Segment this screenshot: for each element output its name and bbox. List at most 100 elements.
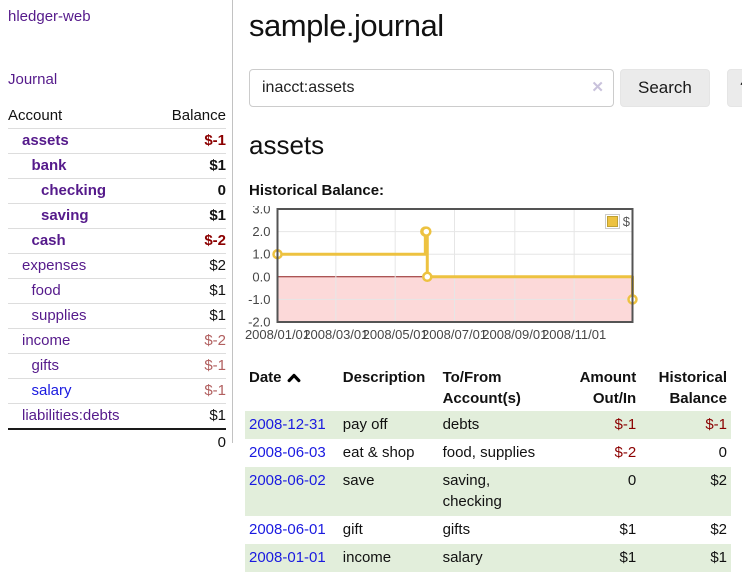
transaction-date-link[interactable]: 2008-12-31 [249,416,326,433]
journal-link[interactable]: Journal [8,71,58,88]
accounts-total-spacer [8,428,155,455]
sort-ascending-icon [287,373,300,383]
transaction-accounts: gifts [442,521,471,538]
account-link-supplies[interactable]: supplies [31,307,87,324]
transaction-accounts: saving, checking [442,472,502,510]
account-balance: $-1 [204,132,226,149]
account-balance: $1 [154,403,226,429]
legend-swatch [606,216,618,227]
account-name-cell: gifts [8,353,155,379]
account-balance: $1 [154,278,226,304]
search-wrap: ✕ [249,69,614,107]
account-link-income[interactable]: income [22,332,71,349]
x-axis-tick-label: 2008/07/01 [422,327,487,342]
account-name-cell: saving [8,203,155,229]
account-name-cell: expenses [8,253,155,279]
column-header-date-label: Date [249,369,282,386]
transaction-date-link[interactable]: 2008-06-01 [249,521,326,538]
transaction-date-link[interactable]: 2008-01-01 [249,549,326,566]
chart-label: Historical Balance: [249,182,385,199]
account-link-checking[interactable]: checking [41,182,107,199]
account-balance: $-2 [154,328,226,354]
transaction-date-cell: 2008-12-31 [245,411,339,439]
column-header-amount: Amount Out/In [579,369,637,407]
transaction-balance: $-1 [705,416,727,433]
transaction-date-cell: 2008-01-01 [245,544,339,572]
account-row: food $1 [8,278,226,304]
y-axis-tick-label: -1.0 [248,292,270,307]
transaction-amount: $1 [619,549,637,566]
account-row: bank $1 [8,153,226,179]
y-axis-tick-label: 0.0 [252,269,270,284]
account-link-liabilities-debts[interactable]: liabilities:debts [22,407,120,424]
account-link-food[interactable]: food [31,282,61,299]
sidebar: hledger-web Journal Account Balance asse… [0,0,233,582]
transaction-amount: $-2 [614,444,637,461]
account-name-cell: income [8,328,155,354]
transaction-amount: $-1 [614,416,637,433]
account-link-saving[interactable]: saving [41,207,89,224]
help-button[interactable]: ? [726,69,742,107]
legend-label: $ [622,214,630,229]
column-header-date[interactable]: Date [245,365,339,411]
search-input[interactable] [249,69,614,107]
y-axis-tick-label: -2.0 [248,315,270,330]
account-link-assets[interactable]: assets [22,132,69,149]
clear-search-icon[interactable]: ✕ [591,79,604,96]
register-header-row: Date Description To/From Account(s) Amou… [245,365,731,411]
y-axis-tick-label: 1.0 [252,247,270,262]
register-row: 2008-06-03 eat & shop food, supplies $-2 0 [245,439,731,467]
transaction-description: eat & shop [342,444,415,461]
chart-canvas: 3.0 2.0 1.0 0.0 -1.0 -2.02008/01/012008/03/01… [245,202,638,342]
account-link-salary[interactable]: salary [31,382,72,399]
transaction-balance: $2 [710,472,727,489]
account-balance: $2 [154,253,226,279]
x-axis-tick-label: 2008/01/01 [245,327,310,342]
transaction-amount: $1 [619,521,637,538]
register-row: 2008-01-01 income salary $1 $1 [245,544,731,572]
account-balance: $-1 [154,378,226,404]
register-row: 2008-06-02 save saving, checking 0 $2 [245,467,731,516]
register-row: 2008-12-31 pay off debts $-1 $-1 [245,411,731,439]
transaction-accounts: debts [442,416,480,433]
chart-border [276,208,634,323]
account-row: liabilities:debts $1 [8,403,226,429]
account-name-cell: cash [8,228,155,254]
transaction-date-link[interactable]: 2008-06-02 [249,472,326,489]
transaction-description: save [342,472,375,489]
account-row: gifts $-1 [8,353,226,379]
column-header-description: Description [342,369,426,386]
account-row: supplies $1 [8,303,226,329]
account-name-cell: checking [8,178,155,204]
register-row: 2008-06-01 gift gifts $1 $2 [245,516,731,544]
search-button[interactable]: Search [620,69,710,107]
account-name-cell: food [8,278,155,304]
app-title-link[interactable]: hledger-web [8,8,91,25]
account-balance: $1 [154,203,226,229]
transaction-balance: $1 [710,549,727,566]
register-table: Date Description To/From Account(s) Amou… [245,365,731,572]
account-balance: 0 [154,178,226,204]
accounts-total-value: 0 [154,428,226,455]
sidebar-divider [232,0,233,443]
x-axis-tick-label: 2008/05/01 [363,327,428,342]
transaction-description: income [342,549,392,566]
account-link-gifts[interactable]: gifts [31,357,60,374]
legend-swatch-box [604,214,620,229]
chart-legend: $ [604,214,630,229]
account-link-expenses[interactable]: expenses [22,257,87,274]
transaction-date-cell: 2008-06-01 [245,516,339,544]
transaction-date-link[interactable]: 2008-06-03 [249,444,326,461]
account-balance: $1 [154,303,226,329]
account-link-cash[interactable]: cash [31,232,66,249]
accounts-total-row: 0 [8,428,226,455]
transaction-accounts: salary [442,549,483,566]
account-name-cell: salary [8,378,155,404]
account-link-bank[interactable]: bank [31,157,67,174]
transaction-amount: 0 [627,472,637,489]
account-heading: assets [249,130,325,160]
transaction-description: gift [342,521,363,538]
accounts-header-balance: Balance [154,105,226,129]
account-name-cell: supplies [8,303,155,329]
account-balance: $1 [154,153,226,179]
